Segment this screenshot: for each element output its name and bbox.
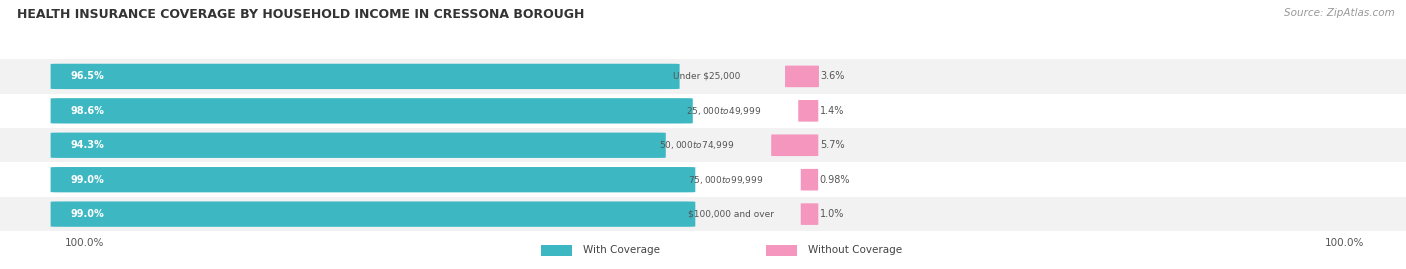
FancyBboxPatch shape xyxy=(51,64,679,89)
Text: Under $25,000: Under $25,000 xyxy=(672,72,740,81)
FancyBboxPatch shape xyxy=(51,201,696,227)
Text: $75,000 to $99,999: $75,000 to $99,999 xyxy=(689,174,763,186)
FancyBboxPatch shape xyxy=(541,245,572,256)
Text: 100.0%: 100.0% xyxy=(65,238,104,248)
Text: 96.5%: 96.5% xyxy=(70,71,104,82)
FancyBboxPatch shape xyxy=(0,128,1406,162)
Text: 1.0%: 1.0% xyxy=(820,209,844,219)
Text: Without Coverage: Without Coverage xyxy=(808,245,903,255)
FancyBboxPatch shape xyxy=(801,169,818,190)
FancyBboxPatch shape xyxy=(51,167,696,192)
FancyBboxPatch shape xyxy=(785,66,818,87)
Text: $25,000 to $49,999: $25,000 to $49,999 xyxy=(686,105,761,117)
FancyBboxPatch shape xyxy=(766,245,797,256)
FancyBboxPatch shape xyxy=(801,203,818,225)
FancyBboxPatch shape xyxy=(0,197,1406,231)
Text: 5.7%: 5.7% xyxy=(820,140,845,150)
Text: 94.3%: 94.3% xyxy=(70,140,104,150)
FancyBboxPatch shape xyxy=(0,94,1406,128)
Text: 99.0%: 99.0% xyxy=(70,175,104,185)
FancyBboxPatch shape xyxy=(772,134,818,156)
Text: 0.98%: 0.98% xyxy=(820,175,851,185)
Text: $100,000 and over: $100,000 and over xyxy=(689,210,775,219)
Text: HEALTH INSURANCE COVERAGE BY HOUSEHOLD INCOME IN CRESSONA BOROUGH: HEALTH INSURANCE COVERAGE BY HOUSEHOLD I… xyxy=(17,8,585,21)
Text: $50,000 to $74,999: $50,000 to $74,999 xyxy=(659,139,734,151)
Text: 100.0%: 100.0% xyxy=(1324,238,1364,248)
Text: With Coverage: With Coverage xyxy=(583,245,661,255)
Text: 99.0%: 99.0% xyxy=(70,209,104,219)
FancyBboxPatch shape xyxy=(0,162,1406,197)
Text: 98.6%: 98.6% xyxy=(70,106,104,116)
Text: 1.4%: 1.4% xyxy=(820,106,844,116)
FancyBboxPatch shape xyxy=(0,59,1406,94)
FancyBboxPatch shape xyxy=(51,98,693,123)
FancyBboxPatch shape xyxy=(799,100,818,122)
Text: 3.6%: 3.6% xyxy=(820,71,845,82)
Text: Source: ZipAtlas.com: Source: ZipAtlas.com xyxy=(1284,8,1395,18)
FancyBboxPatch shape xyxy=(51,133,666,158)
